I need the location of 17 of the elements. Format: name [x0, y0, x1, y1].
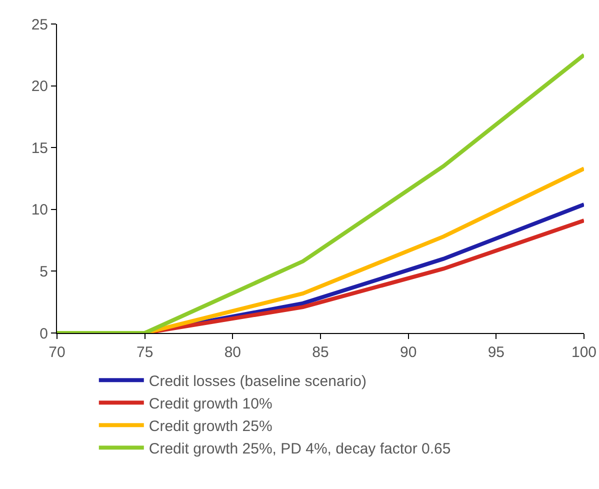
x-tick-label: 90: [400, 344, 417, 361]
y-tick-label: 10: [31, 202, 48, 219]
y-tick-label: 0: [40, 325, 48, 342]
x-tick-label: 95: [488, 344, 505, 361]
y-tick-label: 5: [40, 263, 48, 280]
legend-label: Credit growth 25%: [148, 418, 272, 435]
y-tick-label: 15: [31, 140, 48, 157]
x-tick-label: 70: [48, 344, 66, 361]
legend-label: Credit growth 25%, PD 4%, decay factor 0.65: [148, 440, 451, 458]
x-tick-label: 80: [224, 344, 242, 361]
x-tick-label: 75: [136, 344, 154, 361]
y-tick-label: 25: [31, 16, 48, 34]
legend-label: Credit growth 10%: [148, 396, 272, 412]
legend-label: Credit losses (baseline scenario): [148, 373, 366, 390]
x-tick-label: 85: [312, 344, 329, 361]
x-tick-label: 100: [571, 344, 597, 361]
y-tick-label: 20: [31, 78, 48, 96]
